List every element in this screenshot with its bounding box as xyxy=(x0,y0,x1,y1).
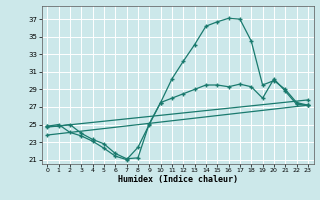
X-axis label: Humidex (Indice chaleur): Humidex (Indice chaleur) xyxy=(118,175,237,184)
